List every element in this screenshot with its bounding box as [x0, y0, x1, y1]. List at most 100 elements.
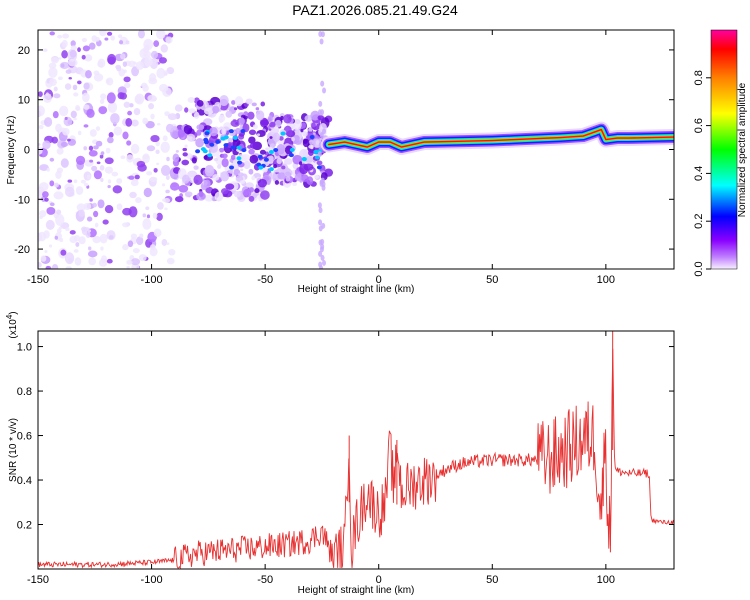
spectrogram-noise-blob — [70, 45, 77, 51]
spectrogram-hotspot — [215, 139, 221, 144]
spectrogram-noise-blob — [212, 174, 220, 181]
spectrogram-noise-blob — [221, 158, 229, 168]
spectrogram-noise-blob — [250, 142, 258, 149]
spectrogram-noise-blob — [133, 107, 141, 116]
spectrogram-noise-blob — [184, 107, 189, 113]
spectrogram-noise-blob — [166, 242, 170, 245]
spectrogram-noise-blob — [243, 160, 251, 170]
spectrogram-hotspot — [223, 143, 229, 148]
spectrogram-noise-blob — [38, 143, 41, 146]
spectrogram-noise-blob — [177, 129, 185, 138]
colorbar-ticks: 0.0 0.2 0.4 0.6 0.8 — [693, 70, 711, 277]
spectrogram-noise-blob — [243, 188, 252, 198]
spectrogram-noise-blob — [99, 154, 104, 159]
spectrogram-noise-blob — [310, 145, 314, 150]
spectrogram-noise-blob — [268, 128, 272, 131]
spectrogram-noise-blob — [165, 175, 170, 181]
spectrogram-noise-blob — [248, 168, 254, 175]
spectrogram-noise-blob — [204, 194, 215, 202]
spectrogram-noise-blob — [160, 44, 168, 53]
spectrogram-noise-blob — [136, 160, 146, 168]
spectrogram-hotspot — [313, 149, 319, 154]
spectrogram-noise-blob — [136, 236, 144, 246]
spectrogram-hotspot — [200, 147, 206, 152]
spectrogram-noise-blob — [198, 190, 204, 197]
spectrogram-noise-blob — [150, 50, 159, 59]
spectrogram-noise-blob — [252, 124, 258, 130]
spectrogram-noise-blob — [280, 115, 284, 121]
spectrogram-noise-blob — [107, 185, 111, 189]
spectrogram-noise-blob — [57, 34, 63, 39]
spectrogram-noise-blob — [233, 190, 241, 198]
snr-xtick-label: -50 — [257, 574, 273, 586]
spectrogram-noise-blob — [81, 226, 87, 232]
spectrogram-noise-blob — [58, 57, 62, 60]
spectrogram-noise-blob — [56, 167, 64, 174]
snr-content — [38, 331, 674, 569]
spectrogram-noise-blob — [78, 236, 86, 245]
spectrogram-noise-blob — [238, 117, 245, 126]
spectrogram-noise-blob — [61, 50, 68, 59]
spectrogram-noise-blob — [46, 207, 56, 215]
spectrogram-noise-blob — [93, 145, 99, 150]
colorbar-tick-label: 0.6 — [693, 118, 705, 133]
colorbar-tick-label: 0.0 — [693, 261, 705, 276]
spectrogram-ytick-label: 20 — [18, 45, 30, 57]
spectrogram-noise-blob — [95, 140, 103, 147]
spectrogram-noise-blob — [117, 92, 125, 100]
spectrogram-noise-blob — [107, 136, 114, 144]
spectrogram-xtick-label: -150 — [27, 274, 49, 286]
spectrogram-ytick-label: -10 — [14, 194, 30, 206]
spectrogram-noise-blob — [131, 66, 140, 77]
spectrogram-noise-blob — [56, 209, 62, 215]
colorbar-tick-label: 0.4 — [693, 166, 705, 181]
spectrogram-noise-blob — [85, 231, 91, 238]
spectrogram-vertical-feature — [318, 219, 323, 226]
spectrogram-vertical-feature — [320, 80, 325, 87]
spectrogram-vertical-feature — [318, 250, 323, 257]
spectrogram-noise-blob — [128, 206, 138, 218]
spectrogram-noise-blob — [134, 174, 140, 180]
spectrogram-noise-blob — [247, 111, 255, 120]
spectrogram-vertical-feature — [318, 100, 323, 107]
spectrogram-noise-blob — [67, 179, 73, 183]
spectrogram-noise-blob — [73, 249, 79, 253]
spectrogram-ytick-label: 0 — [24, 145, 30, 157]
spectrogram-noise-blob — [130, 233, 138, 239]
spectrogram-noise-blob — [126, 154, 134, 163]
spectrogram-noise-blob — [72, 84, 78, 91]
spectrogram-noise-blob — [299, 179, 303, 183]
spectrogram-noise-blob — [219, 95, 229, 107]
spectrogram-noise-blob — [161, 238, 168, 246]
spectrogram-noise-blob — [276, 144, 286, 155]
spectrogram-noise-blob — [57, 76, 63, 81]
spectrogram-noise-blob — [110, 35, 115, 41]
colorbar-tick-label: 0.8 — [693, 70, 705, 85]
spectrogram-noise-blob — [193, 174, 203, 186]
spectrogram-noise-blob — [67, 58, 78, 67]
spectrogram-noise-blob — [64, 252, 75, 265]
spectrogram-noise-blob — [91, 165, 98, 172]
spectrogram-noise-blob — [183, 124, 193, 135]
spectrogram-noise-blob — [69, 230, 76, 235]
spectrogram-noise-blob — [146, 214, 151, 219]
spectrogram-noise-blob — [132, 247, 140, 254]
snr-ylabel: SNR (10 * v/v) — [8, 418, 19, 482]
snr-ytick-label: 0.2 — [17, 520, 32, 532]
spectrogram-vertical-feature — [320, 254, 325, 261]
spectrogram-noise-blob — [274, 119, 282, 128]
spectrogram-noise-blob — [49, 202, 55, 207]
spectrogram-noise-blob — [143, 38, 154, 51]
spectrogram-noise-blob — [285, 176, 291, 182]
spectrogram-noise-blob — [89, 198, 93, 202]
spectrogram-noise-blob — [230, 154, 236, 160]
spectrogram-noise-blob — [93, 73, 104, 82]
spectrogram-noise-blob — [86, 174, 92, 180]
spectrogram-noise-blob — [256, 129, 266, 137]
colorbar-tick-label: 0.2 — [693, 214, 705, 229]
spectrogram-noise-blob — [231, 100, 236, 105]
spectrogram-noise-blob — [104, 166, 114, 174]
spectrogram-noise-blob — [89, 159, 94, 163]
spectrogram-hotspot — [289, 147, 295, 152]
snr-panel: -150 -100 -50 0 50 100 0.2 0.4 0.6 0.8 1.0 Height … — [5, 311, 675, 596]
